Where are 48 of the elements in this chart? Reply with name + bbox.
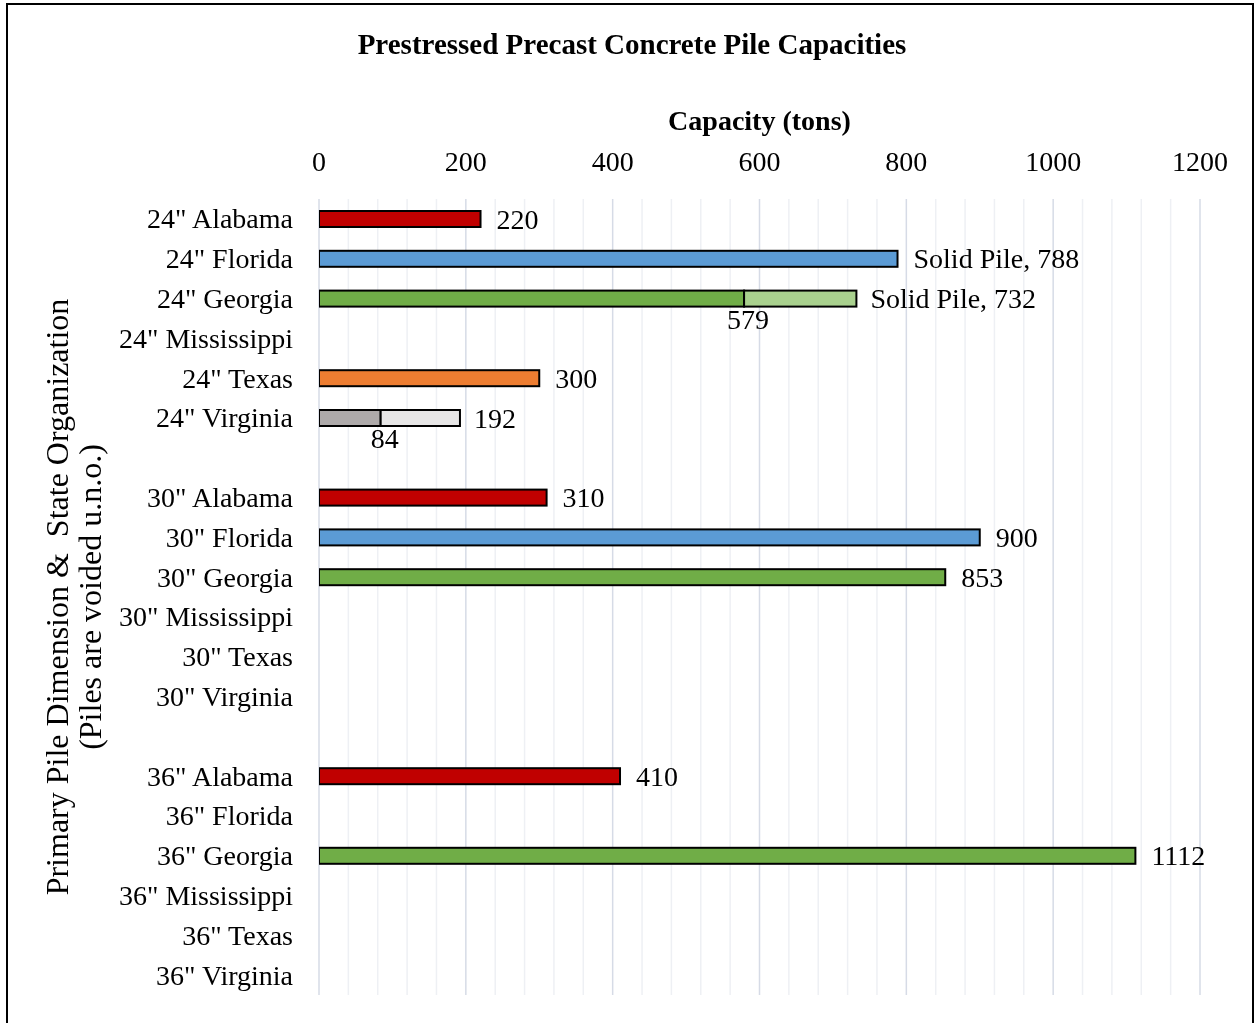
y-axis-title: Primary Pile Dimension & State Organization (Piles are voided u.n.o.) — [39, 298, 108, 896]
y-tick-label: 36" Alabama — [147, 760, 294, 792]
data-label: 310 — [562, 482, 605, 514]
bar — [319, 568, 947, 587]
bar — [319, 528, 981, 547]
bar — [319, 369, 541, 388]
total-label: Solid Pile, 732 — [870, 283, 1037, 315]
total-label: 192 — [473, 402, 516, 434]
data-label: 410 — [636, 760, 679, 792]
y-tick-label: 36" Florida — [165, 800, 294, 832]
y-tick-label: 36" Mississippi — [118, 880, 294, 911]
y-tick-label: 24" Florida — [165, 243, 294, 275]
data-label: 300 — [555, 362, 598, 394]
x-tick-label: 0 — [312, 146, 326, 177]
y-tick-label: 30" Florida — [165, 521, 294, 553]
x-tick-label: 400 — [591, 146, 634, 177]
y-tick-label: 24" Alabama — [147, 203, 294, 235]
y-tick-label: 24" Texas — [182, 362, 293, 394]
bar — [319, 210, 482, 228]
data-label: 84 — [370, 423, 399, 454]
data-label: 1112 — [1151, 840, 1206, 872]
y-tick-label: 30" Alabama — [147, 482, 294, 513]
y-tick-label: 30" Texas — [182, 641, 293, 673]
y-tick-label: 36" Virginia — [155, 959, 294, 991]
x-tick-label: 800 — [885, 146, 928, 177]
bar — [319, 767, 622, 786]
y-tick-label: 24" Mississippi — [118, 322, 294, 354]
bar — [319, 249, 899, 268]
x-tick-label: 200 — [444, 146, 487, 177]
x-tick-label: 600 — [738, 146, 781, 177]
data-label: 220 — [496, 203, 539, 235]
data-label: 579 — [727, 303, 770, 335]
data-label: 900 — [995, 521, 1038, 553]
bar — [319, 846, 1137, 865]
y-tick-label: 36" Georgia — [156, 840, 294, 872]
data-label: 853 — [961, 561, 1004, 593]
x-axis-title: Capacity (tons) — [668, 105, 851, 136]
chart-title: Prestressed Precast Concrete Pile Capacities — [357, 28, 907, 60]
y-tick-label: 30" Virginia — [155, 681, 294, 712]
y-tick-label: 30" Mississippi — [118, 601, 294, 633]
x-tick-label: 1200 — [1172, 146, 1228, 177]
y-tick-label: 36" Texas — [182, 919, 293, 951]
y-tick-label: 24" Virginia — [155, 402, 294, 434]
y-tick-label: 24" Georgia — [156, 283, 294, 314]
bar — [319, 488, 548, 507]
x-tick-label: 1000 — [1025, 146, 1082, 177]
data-label: Solid Pile, 788 — [913, 243, 1080, 275]
y-tick-label: 30" Georgia — [156, 561, 294, 593]
